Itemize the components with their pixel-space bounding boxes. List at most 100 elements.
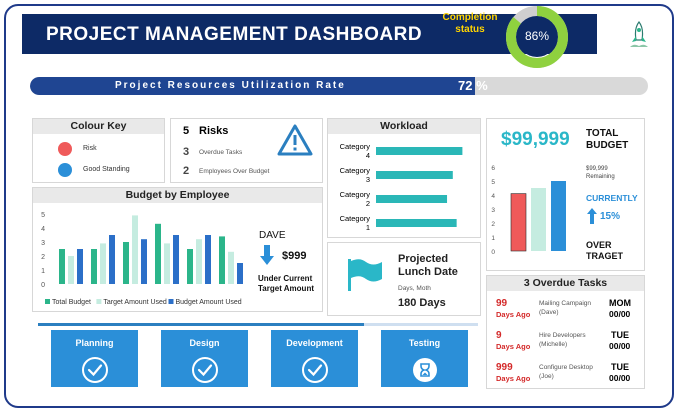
overdue-task-owner: (Joe)	[539, 373, 554, 380]
stage-design[interactable]: Design	[161, 330, 248, 387]
overdue-task-name: Configure Desktop	[539, 364, 593, 371]
total-budget-y-tick: 3	[491, 207, 495, 214]
budget-employee-bar	[173, 235, 179, 284]
stage-progress-track	[38, 323, 478, 326]
lunch-title-2: Lunch Date	[398, 266, 458, 278]
header-banner: PROJECT MANAGEMENT DASHBOARD	[22, 14, 601, 58]
budget-employee-bar	[109, 235, 115, 284]
page-title: PROJECT MANAGEMENT DASHBOARD	[46, 24, 423, 45]
completion-value: 86%	[524, 29, 550, 43]
utilization-bar: Project Resources Utilization Rate 72 %	[30, 77, 648, 95]
total-budget-y-tick: 1	[491, 235, 495, 242]
overdue-days: 999	[496, 362, 513, 373]
good-standing-color-dot	[58, 163, 72, 177]
over-target-label-2: TRAGET	[586, 251, 623, 261]
budget-employee-bar	[228, 251, 234, 284]
budget-employee-bar	[59, 249, 65, 284]
overdue-tasks-panel: 3 Overdue Tasks 99 Days Ago Mailing Camp…	[486, 275, 645, 389]
legend-entry: Budget Amount Used	[176, 299, 242, 306]
stage-planning[interactable]: Planning	[51, 330, 138, 387]
overdue-task-day: TUE	[611, 362, 629, 372]
colour-key-risk-label: Risk	[83, 145, 97, 152]
workload-bar	[376, 147, 463, 155]
legend-swatch	[96, 299, 102, 304]
stage-testing[interactable]: Testing	[381, 330, 468, 387]
donut-center	[517, 17, 557, 57]
employees-over-label: Employees Over Budget	[199, 168, 270, 175]
overdue-task-name: Hire Developers	[539, 332, 586, 339]
budget-by-employee-title: Budget by Employee	[33, 188, 322, 203]
arrow-up-icon	[587, 208, 597, 224]
completion-label-line1: Completion	[442, 12, 498, 23]
overdue-task-owner: (Dave)	[539, 309, 559, 316]
total-budget-label-2: BUDGET	[586, 140, 629, 151]
check-circle-icon	[82, 357, 108, 383]
overdue-days: 99	[496, 298, 508, 309]
overdue-task-row: 99 Days Ago Mailing Campaign (Dave) MOM …	[487, 296, 646, 326]
stage-development[interactable]: Development	[271, 330, 358, 387]
risks-panel: 5 Risks 3 Overdue Tasks 2 Employees Over…	[170, 118, 323, 183]
colour-key-good-label: Good Standing	[83, 166, 130, 173]
budget-employee-bar	[123, 242, 129, 284]
budget-employee-bar	[196, 239, 202, 284]
budget-employee-y-tick: 3	[41, 240, 45, 247]
rocket-icon	[630, 21, 648, 47]
budget-by-employee-chart: 0 1 2 3 4 5 Total Budget Target Amount Used Budg…	[41, 212, 243, 306]
arrow-down-icon	[260, 245, 274, 265]
workload-panel: Workload Category 4 Category 3 Category 2 Cate…	[327, 118, 481, 238]
employee-name: DAVE	[259, 230, 286, 241]
colour-key-title: Colour Key	[33, 119, 164, 134]
employee-note-2: Target Amount	[258, 284, 314, 293]
workload-bar	[376, 219, 457, 227]
overdue-task-day: TUE	[611, 330, 629, 340]
workload-tick-label: 1	[366, 223, 370, 232]
overdue-task-name: Mailing Campaign	[539, 300, 592, 307]
overdue-count: 3	[183, 146, 190, 158]
overdue-task-date: 00/00	[609, 373, 631, 383]
remaining-value: $99,999	[586, 166, 608, 172]
utilization-label: Project Resources Utilization Rate	[115, 80, 346, 91]
overdue-task-row: 9 Days Ago Hire Developers (Michelle) TU…	[487, 328, 646, 358]
legend-entry: Target Amount Used	[103, 299, 167, 306]
legend-swatch	[45, 299, 50, 304]
overdue-task-row: 999 Days Ago Configure Desktop (Joe) TUE…	[487, 360, 646, 390]
budget-employee-y-tick: 4	[41, 226, 45, 233]
budget-employee-bar	[187, 249, 193, 284]
completion-label-line2: status	[455, 24, 485, 35]
workload-tick-label: 2	[366, 199, 370, 208]
overdue-task-day: MOM	[609, 298, 631, 308]
overdue-days-label: Days Ago	[496, 374, 531, 383]
total-budget-y-tick: 2	[491, 221, 495, 228]
overdue-task-date: 00/00	[609, 341, 631, 351]
employee-note-1: Under Current	[258, 274, 313, 283]
total-budget-bar	[510, 193, 527, 252]
overdue-task-date: 00/00	[609, 309, 631, 319]
employee-note: Under Current Target Amount	[258, 274, 314, 294]
overdue-task-owner: (Michelle)	[539, 341, 568, 348]
budget-employee-y-tick: 1	[41, 268, 45, 275]
workload-title: Workload	[328, 119, 480, 134]
completion-status-label: Completion status	[432, 12, 508, 36]
currently-label: CURRENTLY	[586, 193, 638, 203]
employee-amount: $999	[282, 250, 307, 262]
budget-amount: $99,999	[501, 129, 570, 150]
stage-label: Development	[286, 338, 343, 348]
lunch-units: Days, Moth	[398, 285, 431, 292]
budget-employee-bar	[237, 263, 243, 284]
utilization-fill	[30, 77, 475, 95]
risk-color-dot	[58, 142, 72, 156]
risk-label: Risks	[199, 125, 229, 137]
total-budget-y-tick: 6	[491, 165, 495, 172]
colour-key-panel: Colour Key Risk Good Standing	[32, 118, 165, 183]
budget-by-employee-panel: Budget by Employee 0 1 2 3 4 5 Total Budget Tar…	[32, 187, 323, 312]
workload-bar	[376, 171, 453, 179]
workload-tick-label: Category	[340, 142, 371, 151]
workload-tick-label: Category	[340, 214, 371, 223]
stage-label: Design	[189, 338, 220, 348]
flag-icon	[348, 259, 382, 291]
lunch-title: Projected Lunch Date	[398, 253, 458, 279]
total-budget-bar	[531, 188, 546, 251]
workload-tick-label: Category	[340, 190, 371, 199]
total-budget-chart: 0 1 2 3 4 5 6	[491, 165, 566, 256]
